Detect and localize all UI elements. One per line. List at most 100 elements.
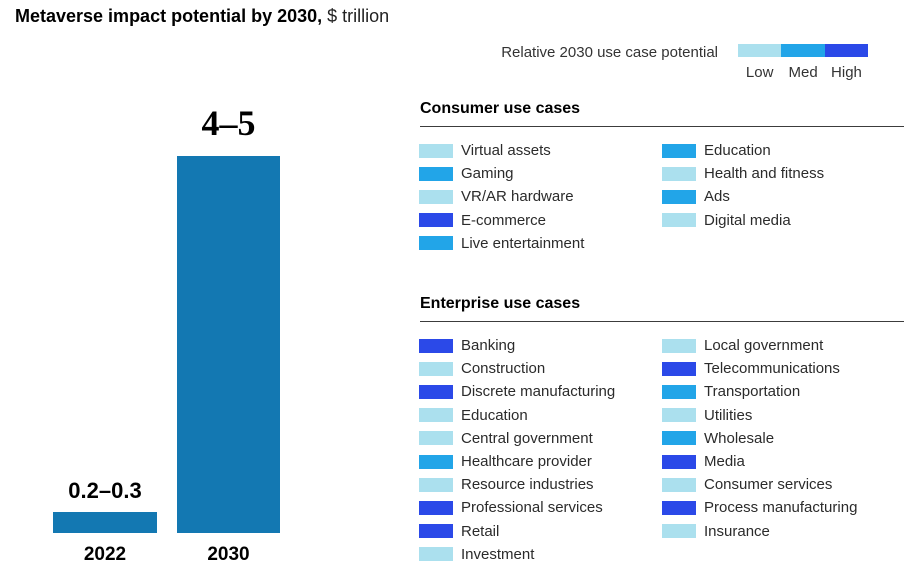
section-heading-consumer: Consumer use cases bbox=[420, 100, 581, 117]
bar-2022 bbox=[53, 512, 157, 533]
list-item: Process manufacturing bbox=[662, 496, 857, 519]
list-column: Education Health and fitness Ads Digital me… bbox=[662, 139, 824, 232]
list-item: Healthcare provider bbox=[419, 450, 615, 473]
list-column: Virtual assets Gaming VR/AR hardware E-comm… bbox=[419, 139, 584, 255]
use-case-label: VR/AR hardware bbox=[461, 188, 574, 206]
use-case-label: Wholesale bbox=[704, 429, 775, 447]
use-case-label: Education bbox=[704, 142, 771, 160]
use-case-label: Virtual assets bbox=[461, 142, 551, 160]
list-column: Local government Telecommunications Transp… bbox=[662, 334, 857, 543]
page-title-bold: Metaverse impact potential by 2030, bbox=[15, 6, 323, 26]
potential-swatch-high bbox=[662, 361, 696, 376]
x-tick-2030: 2030 bbox=[207, 544, 250, 565]
use-case-label: Ads bbox=[704, 188, 730, 206]
list-item: Consumer services bbox=[662, 473, 857, 496]
use-case-label: Transportation bbox=[704, 383, 801, 401]
section-rule bbox=[420, 321, 904, 322]
use-case-label: Live entertainment bbox=[461, 234, 585, 252]
list-item: VR/AR hardware bbox=[419, 185, 584, 208]
potential-swatch-low bbox=[419, 408, 453, 423]
potential-swatch-low bbox=[419, 477, 453, 492]
legend-level-label: High bbox=[831, 64, 862, 81]
list-item: Transportation bbox=[662, 380, 857, 403]
potential-swatch-low bbox=[662, 408, 696, 423]
list-item: Media bbox=[662, 450, 857, 473]
use-case-label: Insurance bbox=[704, 522, 770, 540]
potential-swatch-low bbox=[662, 524, 696, 539]
list-item: Wholesale bbox=[662, 427, 857, 450]
bar-value-label-2022: 0.2–0.3 bbox=[68, 478, 142, 503]
use-case-label: Construction bbox=[461, 360, 546, 378]
list-item: Utilities bbox=[662, 404, 857, 427]
use-case-label: Central government bbox=[461, 429, 593, 447]
list-item: Local government bbox=[662, 334, 857, 357]
use-case-label: Resource industries bbox=[461, 476, 594, 494]
legend-segment-high bbox=[824, 44, 869, 57]
potential-swatch-med bbox=[419, 454, 453, 469]
potential-swatch-med bbox=[419, 166, 453, 181]
list-item: E-commerce bbox=[419, 209, 584, 232]
page-title-unit: $ trillion bbox=[322, 6, 390, 26]
potential-swatch-high bbox=[662, 454, 696, 469]
legend-level-label: Low bbox=[745, 64, 774, 81]
list-item: Education bbox=[419, 404, 615, 427]
list-item: Banking bbox=[419, 334, 615, 357]
list-item: Discrete manufacturing bbox=[419, 380, 615, 403]
list-item: Virtual assets bbox=[419, 139, 584, 162]
potential-swatch-high bbox=[419, 500, 453, 515]
bar-2030 bbox=[177, 156, 280, 533]
legend-level-label: Med bbox=[788, 64, 818, 81]
list-item: Digital media bbox=[662, 209, 824, 232]
potential-swatch-med bbox=[662, 431, 696, 446]
section-heading-enterprise: Enterprise use cases bbox=[420, 295, 581, 312]
use-case-label: Education bbox=[461, 406, 528, 424]
list-item: Ads bbox=[662, 185, 824, 208]
use-case-label: Retail bbox=[461, 522, 500, 540]
potential-swatch-high bbox=[662, 500, 696, 515]
potential-swatch-med bbox=[662, 143, 696, 158]
potential-swatch-med bbox=[419, 236, 453, 251]
legend-segment-low bbox=[738, 44, 782, 57]
use-case-label: Telecommunications bbox=[704, 360, 840, 378]
list-item: Education bbox=[662, 139, 824, 162]
potential-swatch-high bbox=[419, 524, 453, 539]
use-case-label: E-commerce bbox=[461, 211, 547, 229]
bar-value-label-2030: 4–5 bbox=[201, 103, 256, 143]
potential-swatch-low bbox=[662, 338, 696, 353]
use-case-label: Gaming bbox=[461, 165, 514, 183]
use-case-label: Discrete manufacturing bbox=[461, 383, 616, 401]
x-tick-2022: 2022 bbox=[83, 544, 127, 565]
use-case-label: Local government bbox=[704, 337, 824, 355]
potential-swatch-high bbox=[419, 384, 453, 399]
potential-swatch-high bbox=[419, 213, 453, 228]
list-item: Live entertainment bbox=[419, 232, 584, 255]
use-case-label: Media bbox=[704, 453, 745, 471]
potential-swatch-low bbox=[419, 361, 453, 376]
list-item: Construction bbox=[419, 357, 615, 380]
list-item: Health and fitness bbox=[662, 162, 824, 185]
list-item: Central government bbox=[419, 427, 615, 450]
list-column: Banking Construction Discrete manufacturin… bbox=[419, 334, 615, 566]
legend-label: Relative 2030 use case potential bbox=[501, 44, 718, 61]
use-case-label: Health and fitness bbox=[704, 165, 825, 183]
use-case-label: Process manufacturing bbox=[704, 499, 858, 517]
potential-swatch-low bbox=[419, 547, 453, 562]
page-title: Metaverse impact potential by 2030, $ tr… bbox=[15, 5, 389, 27]
use-case-label: Healthcare provider bbox=[461, 453, 592, 471]
list-item: Insurance bbox=[662, 520, 857, 543]
list-item: Gaming bbox=[419, 162, 584, 185]
potential-swatch-low bbox=[419, 189, 453, 204]
use-case-label: Digital media bbox=[704, 211, 791, 229]
list-item: Resource industries bbox=[419, 473, 615, 496]
use-case-label: Investment bbox=[461, 545, 535, 563]
potential-swatch-med bbox=[662, 189, 696, 204]
use-case-label: Consumer services bbox=[704, 476, 833, 494]
legend-swatch-bar bbox=[738, 44, 869, 57]
potential-swatch-low bbox=[419, 431, 453, 446]
use-case-label: Utilities bbox=[704, 406, 753, 424]
potential-swatch-low bbox=[662, 213, 696, 228]
use-case-label: Banking bbox=[461, 337, 516, 355]
list-item: Telecommunications bbox=[662, 357, 857, 380]
use-case-label: Professional services bbox=[461, 499, 603, 517]
